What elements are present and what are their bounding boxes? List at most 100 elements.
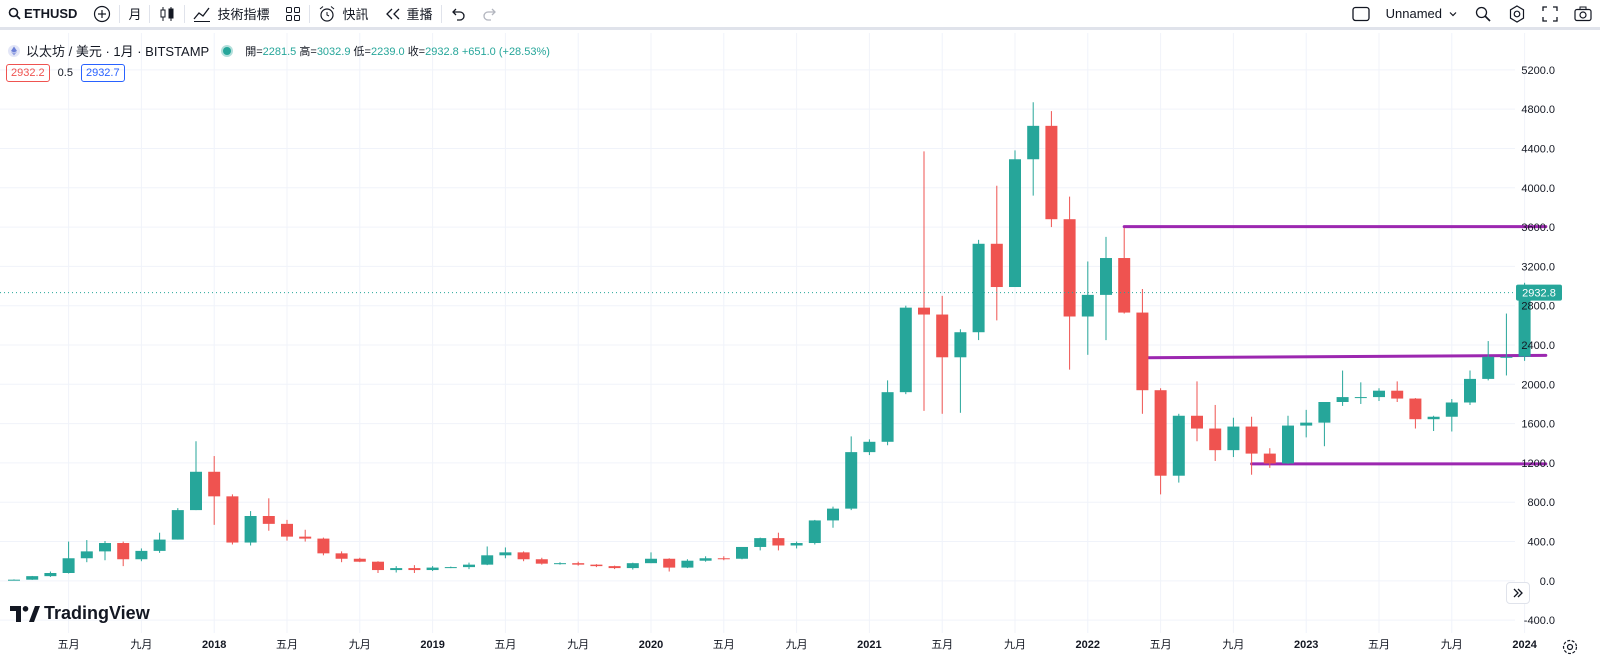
chart-grid bbox=[0, 33, 1526, 633]
candle-body bbox=[608, 566, 621, 569]
candle-body bbox=[1027, 125, 1040, 160]
candle-body bbox=[1063, 219, 1076, 317]
high-value: 3032.9 bbox=[316, 45, 351, 58]
candle-up bbox=[99, 541, 111, 561]
candle-body bbox=[990, 243, 1003, 288]
chart-pane[interactable]: -400.0 0.0 400.0 800.0 1200.0 1600.0 2000.0 240… bbox=[0, 33, 1600, 668]
candle-up bbox=[244, 511, 257, 546]
ohlc-values: 開=2281.5 高=3032.9 低=2239.0 收=2932.8 +651… bbox=[245, 43, 550, 59]
candle-up bbox=[153, 532, 166, 553]
price-tick-label: 800.0 bbox=[1527, 497, 1555, 509]
candle-body bbox=[517, 552, 530, 560]
candle-down bbox=[1409, 398, 1422, 429]
candle-body bbox=[663, 558, 676, 568]
low-label: 低= bbox=[353, 45, 371, 58]
sell-button[interactable]: 2932.2 bbox=[6, 64, 50, 82]
settings-button[interactable] bbox=[1500, 0, 1534, 29]
candle-body bbox=[481, 555, 494, 565]
price-chart[interactable]: -400.0 0.0 400.0 800.0 1200.0 1600.0 2000.0 240… bbox=[0, 33, 1600, 668]
layout-name-button[interactable]: Unnamed bbox=[1378, 0, 1466, 29]
candle-down bbox=[226, 494, 239, 545]
candle-up bbox=[881, 380, 894, 446]
interval-button[interactable]: 月 bbox=[120, 0, 149, 29]
buy-button[interactable]: 2932.7 bbox=[80, 64, 125, 82]
price-tick-label: 4400.0 bbox=[1521, 143, 1555, 155]
candle-body bbox=[62, 558, 75, 573]
candle-body bbox=[645, 558, 657, 564]
price-tick-label: 5200.0 bbox=[1521, 65, 1555, 77]
time-tick-label: 九月 bbox=[1441, 638, 1463, 651]
toolbar-divider bbox=[309, 4, 311, 23]
time-tick-label: 2022 bbox=[1076, 639, 1100, 651]
candle-down bbox=[1191, 381, 1203, 442]
candle-down bbox=[1209, 404, 1222, 461]
scroll-to-realtime-button[interactable] bbox=[1506, 582, 1530, 604]
replay-button[interactable]: 重播 bbox=[377, 0, 441, 29]
candle-up bbox=[426, 566, 439, 572]
toolbar-divider bbox=[440, 4, 442, 23]
candle-body bbox=[1245, 426, 1258, 454]
spread-value: 0.5 bbox=[57, 67, 73, 79]
candle-up bbox=[736, 546, 748, 560]
compare-button[interactable] bbox=[85, 0, 119, 29]
time-tick-label: 五月 bbox=[58, 639, 80, 651]
candle-up bbox=[1445, 399, 1458, 432]
candle-up bbox=[190, 441, 202, 511]
symbol-name: ETHUSD bbox=[24, 6, 78, 21]
redo-button[interactable] bbox=[474, 0, 506, 29]
snapshot-button[interactable] bbox=[1566, 0, 1600, 29]
tradingview-logo[interactable]: TradingView bbox=[10, 603, 150, 624]
candle-up bbox=[1081, 261, 1094, 355]
candle-down bbox=[299, 529, 312, 542]
price-tick-label: 3200.0 bbox=[1521, 261, 1555, 273]
candle-up bbox=[8, 579, 20, 581]
toolbar-divider bbox=[149, 4, 151, 23]
candle-down bbox=[772, 532, 785, 551]
candle-down bbox=[117, 541, 130, 567]
time-tick-label: 五月 bbox=[1368, 639, 1390, 651]
candle-up bbox=[1354, 382, 1367, 404]
grid-icon bbox=[286, 6, 301, 21]
candle-down bbox=[1045, 111, 1058, 228]
time-tick-label: 九月 bbox=[130, 638, 152, 651]
candle-down bbox=[1118, 228, 1131, 314]
candle-down bbox=[1136, 288, 1149, 414]
open-value: 2281.5 bbox=[262, 45, 297, 58]
candle-body bbox=[99, 543, 111, 552]
indicators-label: 技術指標 bbox=[217, 7, 270, 22]
templates-button[interactable] bbox=[277, 0, 309, 29]
candle-down bbox=[317, 537, 330, 556]
candle-body bbox=[1409, 398, 1422, 420]
indicators-button[interactable]: 技術指標 bbox=[185, 0, 277, 29]
candle-body bbox=[1045, 125, 1058, 220]
symbol-search[interactable]: ETHUSD bbox=[0, 0, 85, 29]
candle-up bbox=[499, 547, 512, 559]
camera-icon bbox=[1574, 6, 1592, 21]
undo-button[interactable] bbox=[442, 0, 474, 29]
rewind-icon bbox=[385, 8, 399, 19]
candle-body bbox=[954, 332, 967, 358]
candle-up bbox=[390, 566, 403, 573]
price-tick-label: 1200.0 bbox=[1521, 458, 1555, 470]
candle-body bbox=[626, 563, 639, 569]
candle-body bbox=[1464, 378, 1476, 403]
time-tick-label: 2021 bbox=[857, 639, 881, 651]
candle-body bbox=[1118, 258, 1131, 313]
alerts-button[interactable]: 快訊 bbox=[310, 0, 376, 29]
chart-type-button[interactable] bbox=[150, 0, 184, 29]
layout-button[interactable] bbox=[1344, 0, 1378, 29]
fullscreen-button[interactable] bbox=[1534, 0, 1566, 29]
add-circle-icon bbox=[94, 5, 111, 22]
candle-up bbox=[827, 506, 839, 528]
candle-body bbox=[444, 567, 457, 569]
candle-body bbox=[717, 558, 730, 560]
candle-down bbox=[1391, 381, 1404, 402]
candle-down bbox=[1245, 416, 1258, 475]
axis-settings-icon[interactable] bbox=[1560, 637, 1580, 657]
candle-up bbox=[1227, 417, 1240, 458]
quick-search-button[interactable] bbox=[1466, 0, 1500, 29]
candle-down bbox=[717, 556, 730, 561]
candle-body bbox=[1209, 428, 1222, 451]
candle-body bbox=[827, 508, 839, 521]
time-axis: 五月 九月 2018 五月 九月 2019 五月 九月 2020 五月 九月 2021 五月 九月 2022… bbox=[58, 638, 1538, 651]
